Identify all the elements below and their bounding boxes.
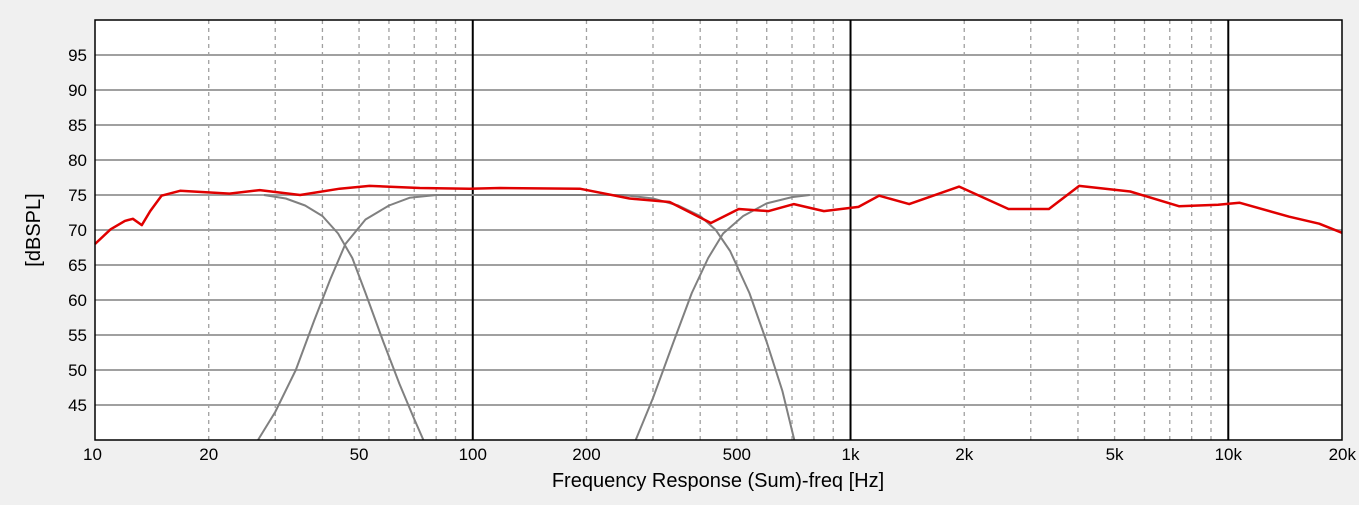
tick-labels: 45 50 55 60 65 70 75 80 85 90 95 10 20 50 100 200 500 1k 2… <box>68 46 1356 464</box>
x-tick-label: 500 <box>723 445 751 464</box>
y-tick-label: 80 <box>68 151 87 170</box>
x-tick-label: 1k <box>842 445 860 464</box>
x-tick-label: 2k <box>955 445 973 464</box>
x-axis-label: Frequency Response (Sum)-freq [Hz] <box>552 470 884 492</box>
grid <box>95 20 1342 440</box>
series-group <box>94 184 1343 441</box>
y-tick-label: 65 <box>68 256 87 275</box>
sum-response-line <box>94 184 1343 245</box>
y-tick-label: 85 <box>68 116 87 135</box>
x-tick-label: 20k <box>1329 445 1357 464</box>
x-tick-label: 20 <box>199 445 218 464</box>
plot-border <box>94 19 1343 441</box>
x-tick-label: 10k <box>1215 445 1243 464</box>
driver-response-line <box>257 194 796 441</box>
y-tick-label: 70 <box>68 221 87 240</box>
y-tick-label: 55 <box>68 326 87 345</box>
y-tick-label: 50 <box>68 361 87 380</box>
y-tick-label: 90 <box>68 81 87 100</box>
x-tick-label: 50 <box>350 445 369 464</box>
y-tick-label: 60 <box>68 291 87 310</box>
driver-response-line <box>263 194 425 441</box>
x-tick-label: 5k <box>1106 445 1124 464</box>
driver-response-line <box>634 194 810 441</box>
x-tick-label: 200 <box>572 445 600 464</box>
y-axis-label: [dBSPL] <box>23 193 45 266</box>
x-tick-label: 10 <box>83 445 102 464</box>
y-tick-label: 45 <box>68 396 87 415</box>
y-tick-label: 95 <box>68 46 87 65</box>
x-tick-label: 100 <box>459 445 487 464</box>
y-tick-label: 75 <box>68 186 87 205</box>
